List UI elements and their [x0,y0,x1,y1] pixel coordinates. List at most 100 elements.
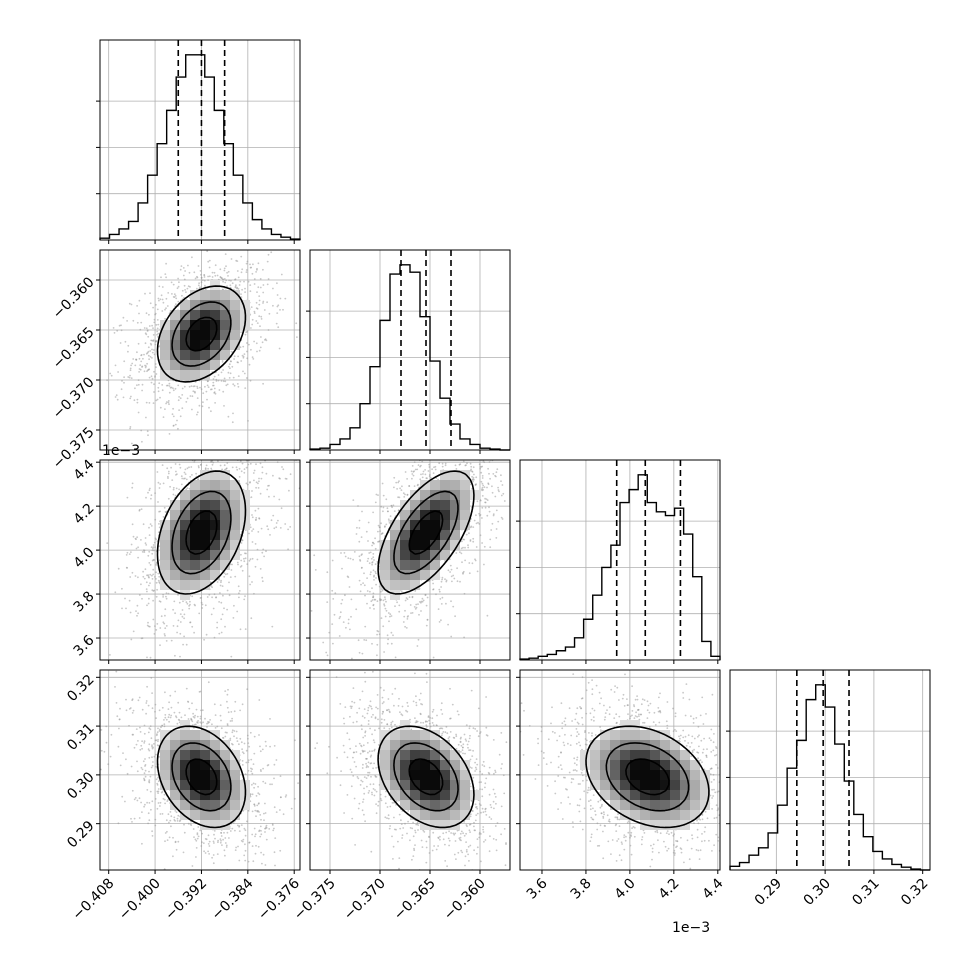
scatter-point [372,592,375,595]
scatter-point [251,557,254,560]
scatter-point [152,327,154,329]
scatter-point [413,485,416,487]
scatter-point [174,387,177,390]
scatter-point [421,476,424,479]
scatter-point [360,567,363,569]
scatter-point [148,489,151,492]
scatter-point [218,632,221,635]
scatter-point [156,471,159,473]
scatter-point [203,276,206,278]
scatter-point [150,494,153,497]
scatter-point [384,607,387,610]
scatter-point [123,381,125,384]
scatter-point [179,621,182,623]
scatter-point [374,570,377,573]
scatter-point [284,795,287,798]
scatter-point [207,681,210,684]
density-cell [190,310,200,320]
scatter-point [214,875,216,877]
scatter-point [236,561,239,564]
scatter-point [239,460,242,463]
scatter-point [221,585,224,587]
scatter-point [220,601,223,604]
scatter-point [363,639,366,641]
scatter-point [246,330,249,333]
scatter-point [144,537,147,539]
scatter-point [504,410,506,412]
scatter-point [410,612,412,614]
scatter-point [164,634,166,637]
scatter-point [183,474,185,476]
scatter-point [369,551,372,554]
scatter-point [263,309,266,311]
scatter-point [513,457,515,459]
scatter-point [131,482,134,485]
scatter-point [360,536,363,538]
scatter-point [189,395,192,397]
scatter-point [129,427,132,430]
scatter-point [197,265,200,267]
density-cell [210,340,220,350]
scatter-point [167,477,169,479]
scatter-point [99,663,101,665]
contour-line [171,490,232,575]
scatter-point [141,637,144,640]
scatter-point [196,385,199,388]
scatter-point [248,532,250,535]
scatter-point [476,453,478,455]
scatter-point [243,598,246,601]
scatter-point [164,608,167,611]
scatter-point [467,544,469,547]
scatter-point [204,468,207,470]
scatter-point [142,570,145,573]
scatter-point [223,269,226,272]
scatter-point [247,759,250,762]
scatter-point [169,716,172,719]
scatter-point [398,604,401,607]
density-cell [420,570,430,580]
scatter-point [284,477,287,480]
scatter-point [276,282,278,285]
scatter-point [501,411,503,413]
scatter-point [177,814,180,817]
scatter-point [157,390,160,393]
scatter-point [238,859,241,862]
scatter-point [155,340,158,343]
scatter-point [261,551,264,554]
scatter-point [153,383,155,386]
scatter-point [217,460,219,463]
scatter-point [165,307,167,310]
density-cell [170,360,180,370]
scatter-point [427,470,430,472]
scatter-point [197,478,200,480]
scatter-point [148,358,151,361]
scatter-point [249,245,251,247]
scatter-point [109,654,111,656]
scatter-point [483,563,485,566]
scatter-point [333,613,336,616]
scatter-point [372,511,374,514]
scatter-point [247,742,250,744]
scatter-point [409,604,412,606]
density-cell [180,500,190,510]
scatter-point [486,440,488,442]
scatter-point [164,308,166,311]
scatter-point [266,260,269,263]
scatter-point [270,519,273,522]
scatter-point [174,820,177,822]
scatter-point [385,609,388,612]
scatter-point [255,844,257,847]
scatter-point [272,514,275,517]
scatter-point [146,685,149,688]
scatter-point [236,740,239,742]
density-cell [200,520,210,530]
scatter-point [360,583,362,586]
scatter-point [117,567,120,570]
density-cell [420,540,430,550]
scatter-point [275,759,278,761]
scatter-point [273,827,275,830]
scatter-point [347,622,350,625]
scatter-point [253,310,256,313]
scatter-point [259,325,261,328]
scatter-point [110,733,113,736]
